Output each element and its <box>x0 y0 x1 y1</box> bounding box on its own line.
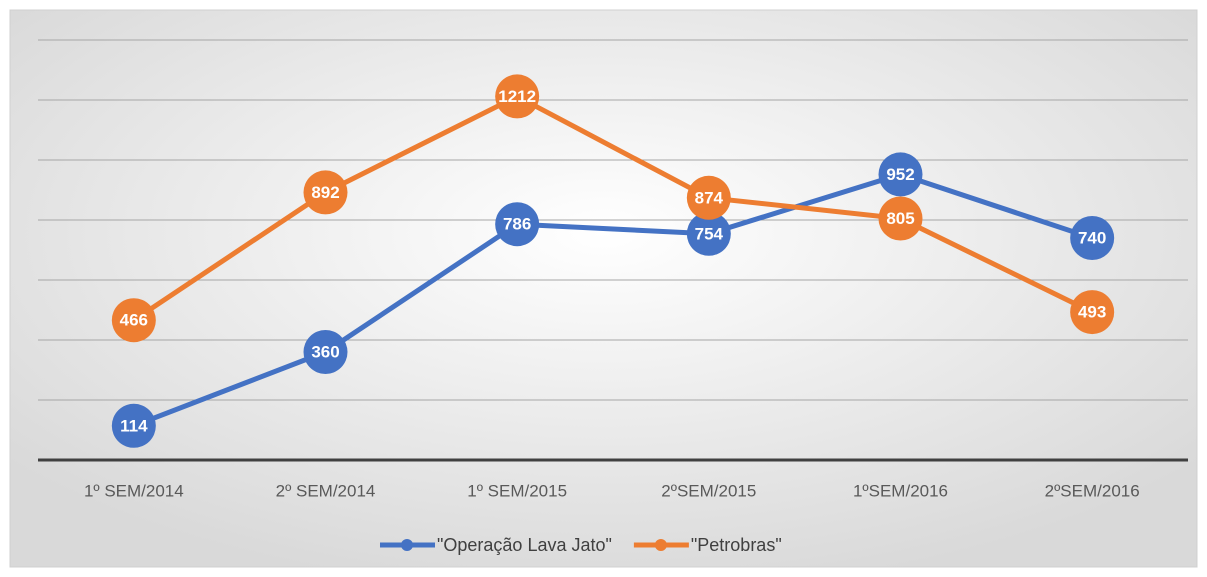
x-tick-label: 1ºSEM/2016 <box>853 481 948 500</box>
x-tick-label: 2º SEM/2014 <box>276 481 376 500</box>
series-line <box>132 93 1094 323</box>
data-label: 466 <box>120 311 148 330</box>
data-label: 1212 <box>498 87 536 106</box>
marker <box>686 175 731 220</box>
data-label: 740 <box>1078 228 1106 247</box>
marker <box>1070 216 1115 260</box>
marker <box>878 196 923 241</box>
data-label: 114 <box>120 416 148 435</box>
marker <box>495 202 540 247</box>
data-label: 360 <box>311 342 339 361</box>
data-label: 805 <box>886 209 914 228</box>
legend-marker <box>401 539 413 551</box>
marker <box>878 152 923 197</box>
legend-label: "Petrobras" <box>691 535 782 555</box>
data-label: 952 <box>886 165 914 184</box>
data-label: 754 <box>695 224 724 243</box>
data-label: 493 <box>1078 303 1106 322</box>
marker <box>1070 290 1115 335</box>
marker <box>686 211 731 256</box>
x-tick-label: 2ºSEM/2016 <box>1045 481 1140 500</box>
x-tick-label: 1º SEM/2015 <box>467 481 567 500</box>
data-label: 892 <box>311 183 339 202</box>
marker <box>303 330 348 374</box>
series-line <box>132 171 1093 429</box>
marker <box>303 170 348 215</box>
marker <box>111 298 156 343</box>
data-label: 786 <box>503 215 531 234</box>
data-label: 874 <box>695 188 724 207</box>
chart-area <box>9 9 1198 568</box>
marker <box>111 403 156 448</box>
marker <box>495 74 540 119</box>
legend-marker <box>654 539 667 551</box>
x-tick-label: 1º SEM/2014 <box>84 481 184 500</box>
legend-label: "Operação Lava Jato" <box>437 535 612 555</box>
x-tick-label: 2ºSEM/2015 <box>661 481 756 500</box>
